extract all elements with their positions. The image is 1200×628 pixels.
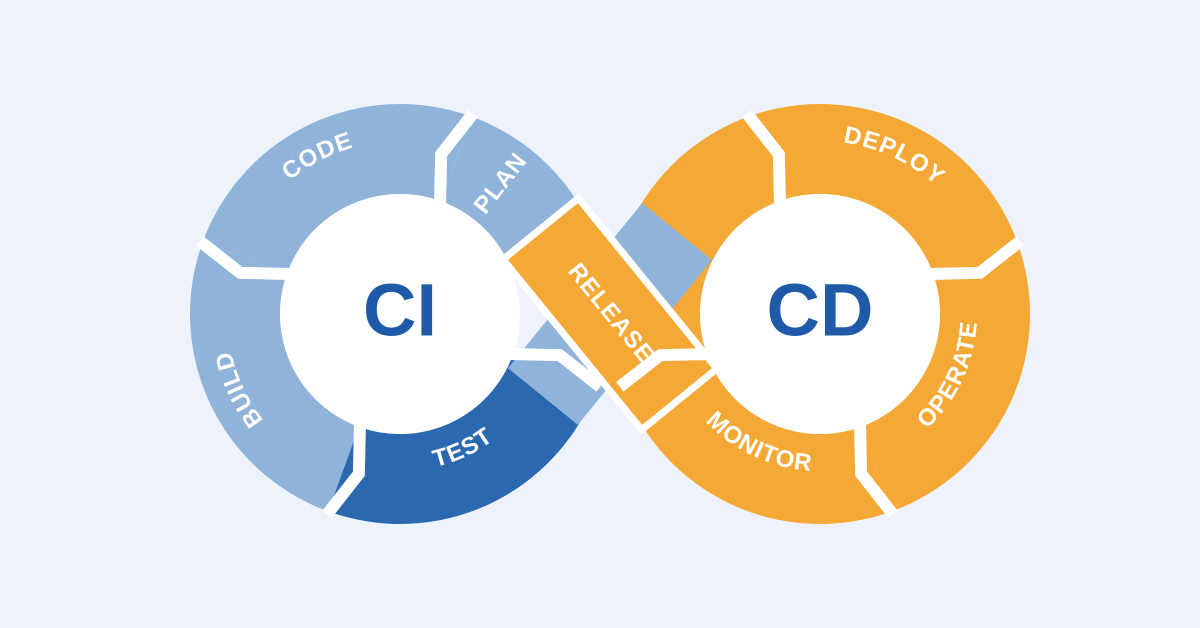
cicd-infinity-diagram: CODEBUILDTESTPLANDEPLOYOPERATEMONITORREL… bbox=[0, 0, 1200, 628]
diagram-svg: CODEBUILDTESTPLANDEPLOYOPERATEMONITORREL… bbox=[0, 0, 1200, 628]
ci-label: CI bbox=[363, 269, 437, 352]
cd-label: CD bbox=[767, 269, 874, 352]
